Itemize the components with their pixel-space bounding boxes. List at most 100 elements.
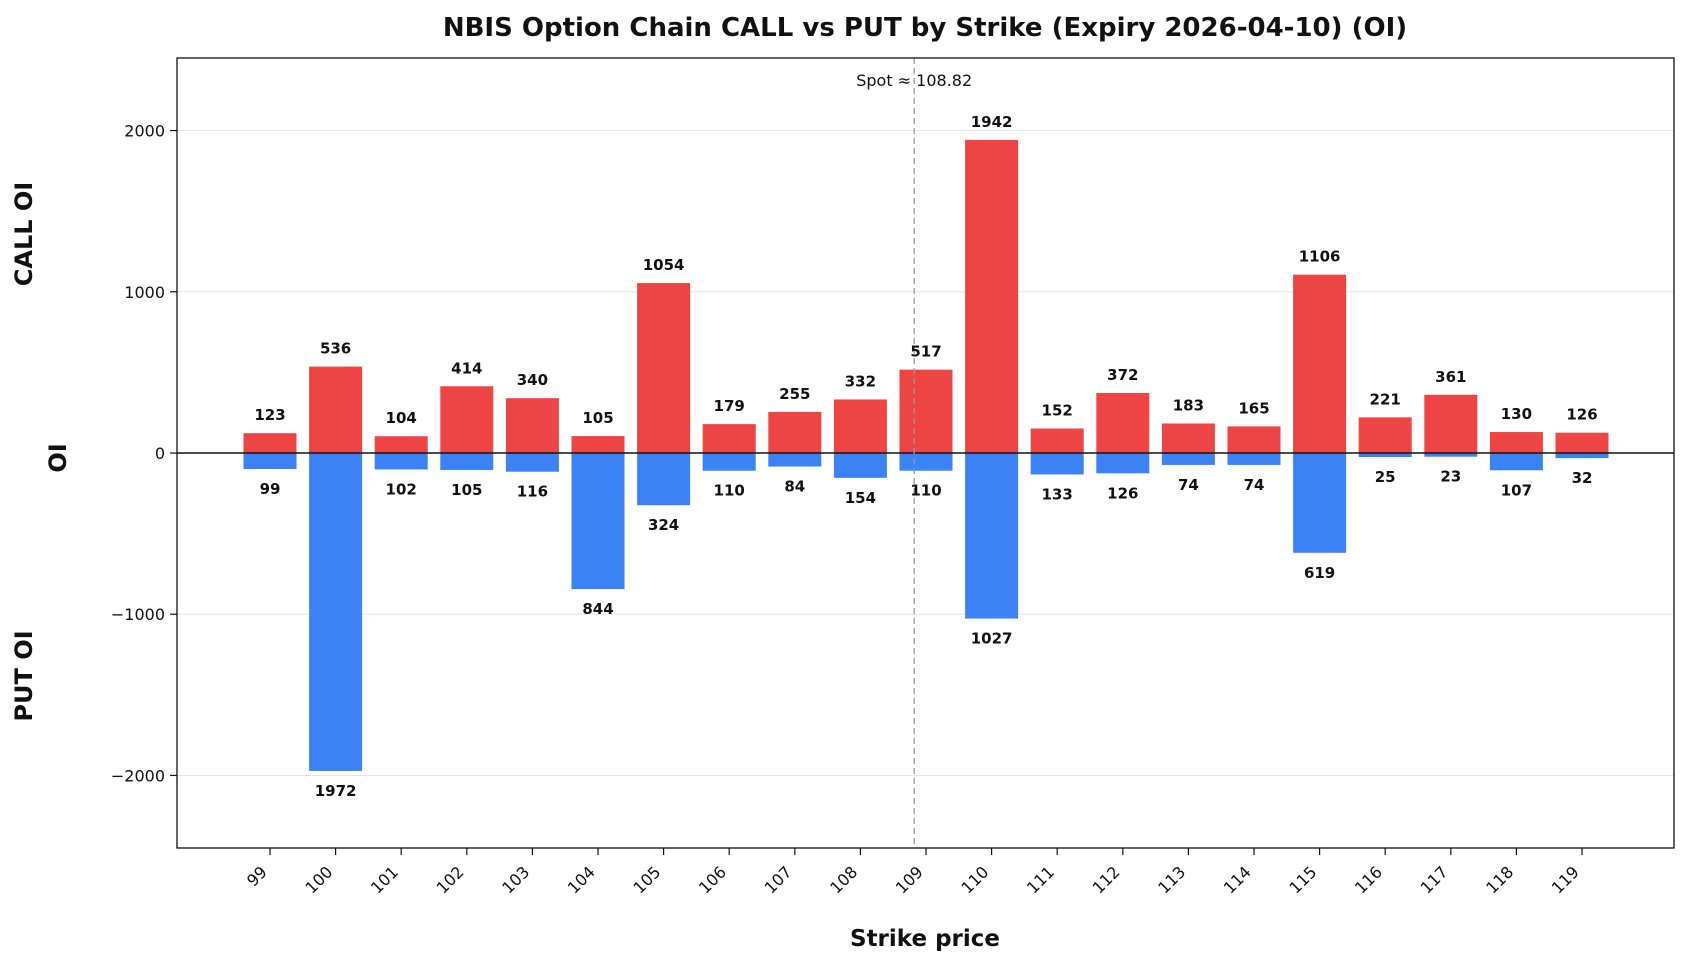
put-bar bbox=[505, 453, 559, 472]
put-bar bbox=[440, 453, 494, 470]
put-value-label: 74 bbox=[1178, 476, 1199, 494]
put-value-label: 110 bbox=[910, 482, 941, 500]
spot-label: Spot ≈ 108.82 bbox=[856, 71, 972, 90]
put-bar bbox=[1293, 453, 1347, 553]
spot-marker: Spot ≈ 108.82 bbox=[856, 58, 972, 848]
call-value-label: 179 bbox=[714, 397, 745, 415]
put-value-label: 74 bbox=[1244, 476, 1265, 494]
grid-lines bbox=[177, 130, 1674, 776]
call-value-label: 255 bbox=[779, 385, 810, 403]
put-value-label: 84 bbox=[784, 478, 805, 496]
x-tick-label: 106 bbox=[695, 862, 730, 897]
x-tick-label: 101 bbox=[367, 862, 402, 897]
put-value-label: 1027 bbox=[971, 630, 1013, 648]
call-value-label: 536 bbox=[320, 340, 351, 358]
call-value-label: 361 bbox=[1435, 368, 1466, 386]
call-bar bbox=[1096, 393, 1150, 453]
put-value-label: 110 bbox=[714, 482, 745, 500]
call-bar bbox=[309, 366, 363, 453]
put-bar bbox=[899, 453, 953, 471]
call-bar bbox=[1424, 394, 1478, 453]
call-value-label: 1054 bbox=[643, 256, 685, 274]
x-tick-label: 102 bbox=[433, 862, 468, 897]
put-value-label: 105 bbox=[451, 481, 482, 499]
call-bar bbox=[1227, 426, 1281, 453]
put-bar bbox=[702, 453, 756, 471]
call-bar bbox=[571, 436, 625, 453]
call-bar bbox=[833, 399, 887, 453]
put-value-label: 102 bbox=[386, 480, 417, 498]
x-tick-label: 112 bbox=[1089, 862, 1124, 897]
call-value-label: 123 bbox=[254, 406, 285, 424]
put-bar bbox=[1555, 453, 1609, 459]
put-value-label: 32 bbox=[1572, 469, 1593, 487]
call-value-label: 152 bbox=[1042, 401, 1073, 419]
y-axis-title: OI bbox=[44, 443, 72, 472]
x-axis-title: Strike price bbox=[850, 926, 1000, 952]
x-tick-label: 114 bbox=[1220, 862, 1255, 897]
x-tick-label: 104 bbox=[564, 862, 599, 897]
put-value-label: 844 bbox=[582, 600, 613, 618]
put-value-label: 116 bbox=[517, 483, 548, 501]
call-bar bbox=[1555, 432, 1609, 453]
call-bar bbox=[768, 411, 822, 453]
y-tick-label: −1000 bbox=[111, 605, 165, 624]
put-value-label: 154 bbox=[845, 489, 876, 507]
x-tick-label: 111 bbox=[1023, 862, 1058, 897]
put-value-label: 25 bbox=[1375, 468, 1396, 486]
x-tick-label: 109 bbox=[892, 862, 927, 897]
x-tick-label: 113 bbox=[1154, 862, 1189, 897]
call-value-label: 414 bbox=[451, 359, 482, 377]
put-oi-side-label: PUT OI bbox=[10, 630, 38, 721]
call-bar bbox=[1030, 428, 1084, 453]
x-axis: 99 100 101 102 103 104 105 106 107 108 109 110 111 11… bbox=[243, 848, 1583, 897]
call-oi-side-label: CALL OI bbox=[10, 182, 38, 286]
call-value-label: 517 bbox=[910, 343, 941, 361]
call-bar bbox=[243, 433, 297, 453]
call-value-label: 105 bbox=[582, 409, 613, 427]
put-value-label: 126 bbox=[1107, 484, 1138, 502]
x-tick-label: 110 bbox=[957, 862, 992, 897]
call-bar bbox=[374, 436, 428, 453]
call-bar bbox=[440, 386, 494, 453]
put-bar bbox=[965, 453, 1019, 619]
put-bar bbox=[309, 453, 363, 771]
y-axis: 2000 1000 0 −1000 −2000 bbox=[111, 122, 177, 785]
call-bar bbox=[1161, 423, 1215, 453]
y-tick-label: −2000 bbox=[111, 766, 165, 785]
call-bar bbox=[899, 369, 953, 453]
call-value-label: 332 bbox=[845, 372, 876, 390]
put-bar bbox=[1227, 453, 1281, 465]
x-tick-label: 99 bbox=[243, 862, 271, 890]
call-value-label: 183 bbox=[1173, 396, 1204, 414]
call-value-label: 340 bbox=[517, 371, 548, 389]
chart-title: NBIS Option Chain CALL vs PUT by Strike … bbox=[443, 13, 1407, 43]
y-tick-label: 0 bbox=[155, 444, 165, 463]
x-tick-label: 115 bbox=[1285, 862, 1320, 897]
put-value-label: 99 bbox=[260, 480, 281, 498]
call-value-label: 372 bbox=[1107, 366, 1138, 384]
call-value-label: 104 bbox=[386, 409, 417, 427]
call-bar bbox=[1489, 432, 1543, 453]
put-value-label: 324 bbox=[648, 516, 679, 534]
x-tick-label: 105 bbox=[629, 862, 664, 897]
put-bar bbox=[1161, 453, 1215, 465]
call-value-label: 126 bbox=[1566, 406, 1597, 424]
x-tick-label: 118 bbox=[1482, 862, 1517, 897]
x-tick-label: 107 bbox=[761, 862, 796, 897]
put-value-label: 107 bbox=[1501, 481, 1532, 499]
call-value-label: 1106 bbox=[1299, 248, 1341, 266]
call-value-label: 1942 bbox=[971, 113, 1013, 131]
put-value-label: 23 bbox=[1440, 468, 1461, 486]
call-bar bbox=[702, 424, 756, 453]
put-bar bbox=[1358, 453, 1412, 458]
x-tick-label: 100 bbox=[301, 862, 336, 897]
put-bar bbox=[833, 453, 887, 478]
put-bar bbox=[1489, 453, 1543, 471]
put-value-label: 133 bbox=[1042, 485, 1073, 503]
y-tick-label: 2000 bbox=[124, 122, 165, 141]
call-bar bbox=[1358, 417, 1412, 453]
put-bar bbox=[374, 453, 428, 470]
put-bar bbox=[1096, 453, 1150, 474]
